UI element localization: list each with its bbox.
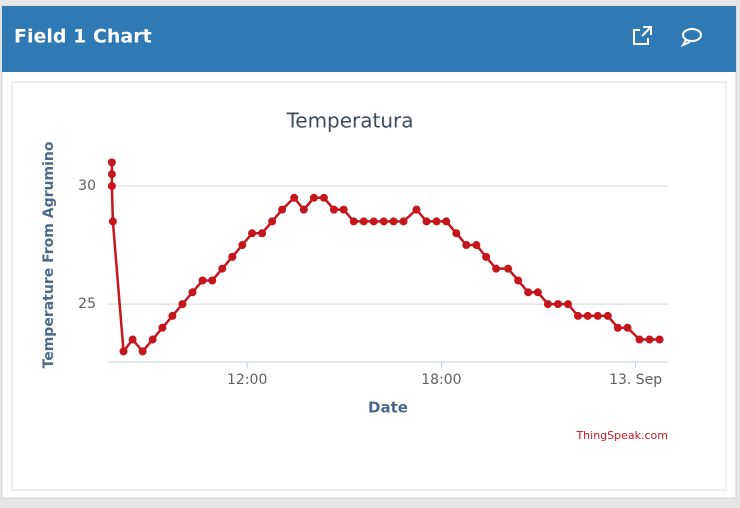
marker: [369, 217, 378, 226]
marker: [188, 288, 197, 297]
marker: [339, 205, 348, 214]
marker: [533, 288, 542, 297]
marker: [472, 241, 481, 250]
marker: [198, 276, 207, 285]
marker: [178, 300, 187, 309]
marker: [524, 288, 533, 297]
chart-title: Temperatura: [285, 109, 413, 133]
x-tick-label: 13. Sep: [609, 372, 662, 388]
open-icon[interactable]: [633, 26, 652, 45]
marker: [422, 217, 431, 226]
marker: [119, 347, 128, 356]
marker: [228, 252, 237, 261]
marker: [268, 217, 277, 226]
marker: [452, 229, 461, 238]
marker: [278, 205, 287, 214]
marker: [138, 347, 147, 356]
marker: [299, 205, 308, 214]
marker: [107, 181, 116, 190]
marker: [329, 205, 338, 214]
marker: [349, 217, 358, 226]
marker: [309, 193, 318, 202]
marker: [432, 217, 441, 226]
header-title: Field 1 Chart: [14, 26, 152, 48]
y-tick-label: 30: [78, 178, 96, 194]
marker: [593, 311, 602, 320]
marker: [482, 252, 491, 261]
marker: [258, 229, 267, 238]
y-axis-label: Temperature From Agrumino: [41, 141, 57, 368]
y-tick-label: 25: [78, 296, 96, 312]
comment-icon[interactable]: [680, 28, 702, 48]
x-tick-label: 12:00: [227, 372, 267, 388]
marker: [412, 205, 421, 214]
marker: [442, 217, 451, 226]
marker: [208, 276, 217, 285]
marker: [128, 335, 137, 344]
marker: [504, 264, 513, 273]
marker: [148, 335, 157, 344]
marker: [158, 323, 167, 332]
marker: [319, 193, 328, 202]
line: [110, 162, 660, 355]
marker: [574, 311, 583, 320]
marker: [108, 217, 117, 226]
x-axis-label: Date: [368, 399, 408, 417]
marker: [218, 264, 227, 273]
marker: [514, 276, 523, 285]
marker: [623, 323, 632, 332]
header-bar: [2, 6, 736, 72]
marker: [107, 158, 116, 167]
marker: [492, 264, 501, 273]
chart-panel: [11, 81, 727, 491]
marker: [290, 193, 299, 202]
marker: [168, 311, 177, 320]
marker: [603, 311, 612, 320]
marker: [359, 217, 368, 226]
marker: [107, 170, 116, 179]
marker: [399, 217, 408, 226]
credit[interactable]: ThingSpeak.com: [575, 429, 668, 442]
marker: [655, 335, 664, 344]
marker: [635, 335, 644, 344]
marker: [248, 229, 257, 238]
marker: [238, 241, 247, 250]
marker: [389, 217, 398, 226]
marker: [543, 300, 552, 309]
marker: [613, 323, 622, 332]
marker: [553, 300, 562, 309]
marker: [379, 217, 388, 226]
marker: [645, 335, 654, 344]
marker: [462, 241, 471, 250]
x-tick-label: 18:00: [421, 372, 461, 388]
marker: [563, 300, 572, 309]
marker: [583, 311, 592, 320]
